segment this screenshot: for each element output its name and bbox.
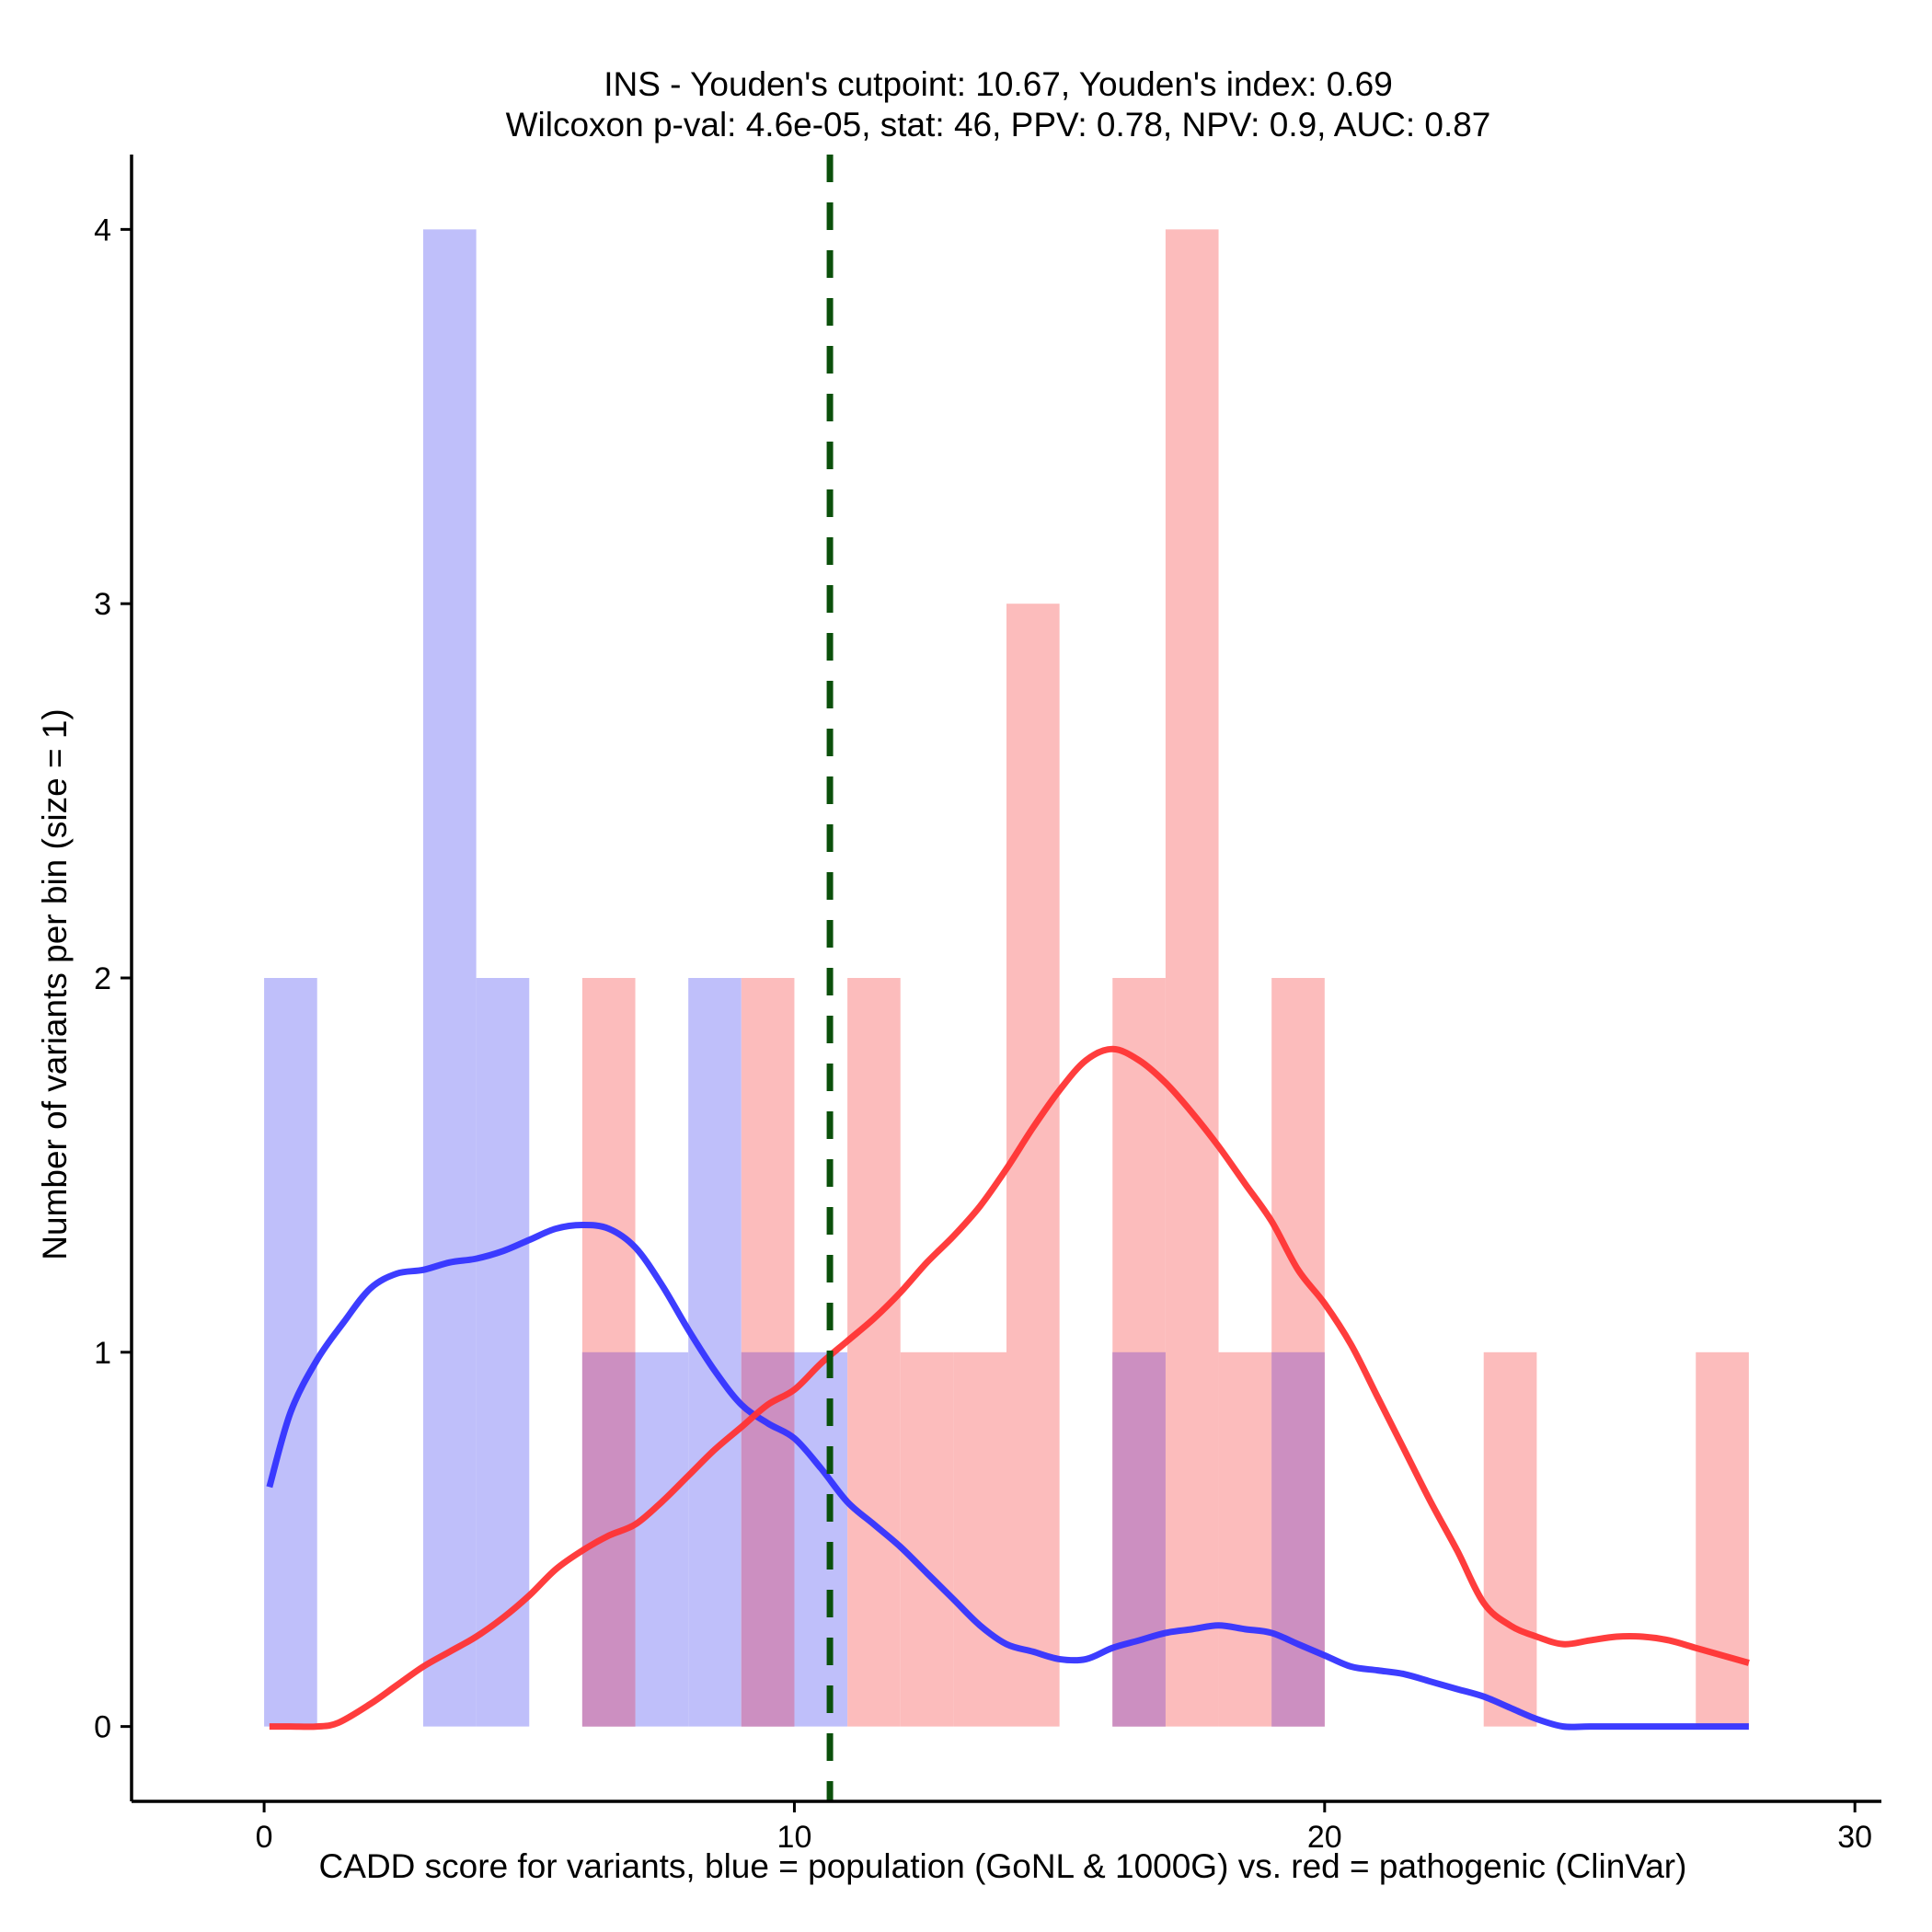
pathogenic-bars [581, 229, 1749, 1727]
chart-title-line2: Wilcoxon p-val: 4.6e-05, stat: 46, PPV: … [506, 106, 1491, 144]
pathogenic-bar-17 [1165, 229, 1219, 1727]
y-tick-label: 4 [94, 213, 111, 247]
x-axis-title: CADD score for variants, blue = populati… [319, 1847, 1687, 1885]
pathogenic-bar-11 [847, 978, 901, 1727]
overlap-bar-19 [1271, 1351, 1325, 1727]
density-curves [266, 1045, 1750, 1731]
population-bar-10 [794, 1351, 848, 1727]
overlap-bars [581, 1351, 1325, 1727]
pathogenic-bar-23 [1483, 1351, 1537, 1727]
y-tick-label: 0 [94, 1710, 111, 1745]
x-tick-label: 30 [1837, 1820, 1872, 1855]
axes: 0 10 20 30 0 1 2 3 4 [94, 155, 1881, 1855]
population-density-curve [266, 1222, 1749, 1731]
y-tick-label: 2 [94, 961, 111, 996]
x-tick-label: 10 [777, 1820, 812, 1855]
population-bar-0 [264, 978, 317, 1727]
y-tick-label: 1 [94, 1336, 111, 1371]
x-tick-label: 0 [256, 1820, 273, 1855]
pathogenic-bar-18 [1218, 1351, 1272, 1727]
population-bar-8 [688, 978, 742, 1727]
chart-title-line1: INS - Youden's cutpoint: 10.67, Youden's… [604, 65, 1393, 103]
pathogenic-bar-14 [1006, 604, 1060, 1727]
population-bar-7 [635, 1351, 689, 1727]
pathogenic-bar-12 [900, 1351, 954, 1727]
pathogenic-bar-27 [1696, 1351, 1749, 1727]
overlap-bar-6 [581, 1351, 636, 1727]
overlap-bar-16 [1112, 1351, 1166, 1727]
y-tick-label: 3 [94, 587, 111, 622]
pathogenic-density-curve [269, 1045, 1750, 1731]
population-bar-3 [423, 229, 477, 1727]
pathogenic-bar-13 [953, 1351, 1006, 1727]
y-axis-title: Number of variants per bin (size = 1) [36, 708, 74, 1259]
x-tick-label: 20 [1307, 1820, 1342, 1855]
